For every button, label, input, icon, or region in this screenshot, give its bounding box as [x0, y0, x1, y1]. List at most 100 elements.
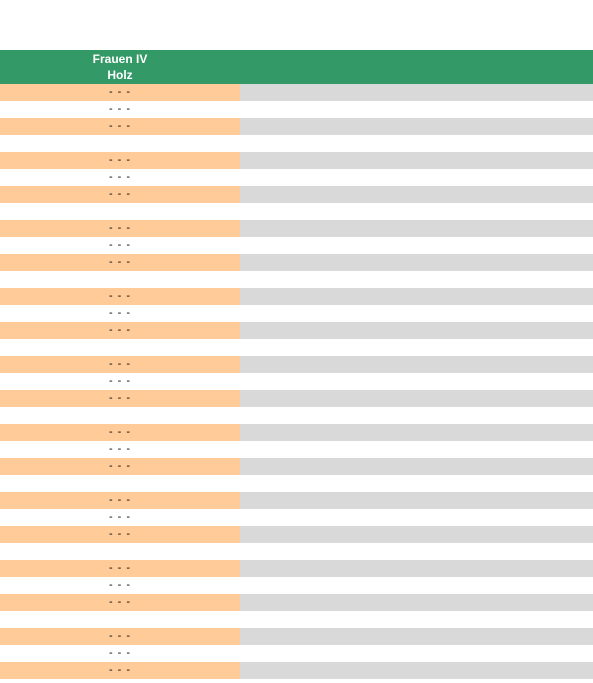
cell-value[interactable]: - - - — [0, 118, 240, 135]
cell-value[interactable]: - - - — [0, 186, 240, 203]
cell-empty[interactable] — [240, 254, 593, 271]
table-row: - - - — [0, 441, 593, 458]
cell-empty[interactable] — [240, 560, 593, 577]
table-row: - - - — [0, 186, 593, 203]
cell-value[interactable]: - - - — [0, 220, 240, 237]
table-row: - - - — [0, 594, 593, 611]
cell-empty[interactable] — [240, 288, 593, 305]
cell-value[interactable]: - - - — [0, 356, 240, 373]
table-row: - - - — [0, 254, 593, 271]
cell-value[interactable] — [0, 475, 240, 492]
cell-value[interactable]: - - - — [0, 509, 240, 526]
cell-empty[interactable] — [240, 203, 593, 220]
cell-value[interactable] — [0, 339, 240, 356]
cell-empty[interactable] — [240, 305, 593, 322]
header-cell-empty[interactable] — [240, 50, 593, 84]
cell-empty[interactable] — [240, 441, 593, 458]
cell-value[interactable]: - - - — [0, 424, 240, 441]
cell-empty[interactable] — [240, 662, 593, 679]
table-row: - - - — [0, 492, 593, 509]
cell-empty[interactable] — [240, 645, 593, 662]
table-row: - - - — [0, 288, 593, 305]
cell-empty[interactable] — [240, 390, 593, 407]
table-row: - - - — [0, 84, 593, 101]
table-row: - - - — [0, 169, 593, 186]
cell-value[interactable]: - - - — [0, 322, 240, 339]
cell-value[interactable]: - - - — [0, 169, 240, 186]
cell-empty[interactable] — [240, 543, 593, 560]
table-row: - - - — [0, 373, 593, 390]
table-row: - - - — [0, 628, 593, 645]
cell-empty[interactable] — [240, 356, 593, 373]
cell-empty[interactable] — [240, 611, 593, 628]
header-row: Frauen IV Holz — [0, 50, 593, 84]
table-row: - - - — [0, 526, 593, 543]
cell-value[interactable] — [0, 135, 240, 152]
cell-empty[interactable] — [240, 577, 593, 594]
table-row: - - - — [0, 645, 593, 662]
header-cell-title[interactable]: Frauen IV Holz — [92, 52, 148, 82]
cell-value[interactable] — [0, 203, 240, 220]
spreadsheet: Frauen IV Holz - - -- - -- - -- - -- - -… — [0, 50, 593, 679]
table-row — [0, 203, 593, 220]
cell-empty[interactable] — [240, 339, 593, 356]
cell-empty[interactable] — [240, 475, 593, 492]
cell-value[interactable] — [0, 271, 240, 288]
cell-empty[interactable] — [240, 458, 593, 475]
cell-empty[interactable] — [240, 135, 593, 152]
cell-empty[interactable] — [240, 424, 593, 441]
table-row — [0, 475, 593, 492]
cell-value[interactable]: - - - — [0, 526, 240, 543]
table-row — [0, 407, 593, 424]
cell-empty[interactable] — [240, 271, 593, 288]
table-row — [0, 339, 593, 356]
cell-empty[interactable] — [240, 628, 593, 645]
cell-empty[interactable] — [240, 84, 593, 101]
cell-empty[interactable] — [240, 322, 593, 339]
cell-empty[interactable] — [240, 237, 593, 254]
cell-value[interactable]: - - - — [0, 628, 240, 645]
cell-value[interactable]: - - - — [0, 458, 240, 475]
cell-value[interactable]: - - - — [0, 560, 240, 577]
cell-value[interactable]: - - - — [0, 390, 240, 407]
cell-value[interactable]: - - - — [0, 492, 240, 509]
cell-value[interactable]: - - - — [0, 254, 240, 271]
table-row: - - - — [0, 305, 593, 322]
cell-empty[interactable] — [240, 373, 593, 390]
cell-value[interactable]: - - - — [0, 305, 240, 322]
table-row — [0, 271, 593, 288]
table-row — [0, 135, 593, 152]
cell-value[interactable]: - - - — [0, 152, 240, 169]
table-body: - - -- - -- - -- - -- - -- - -- - -- - -… — [0, 84, 593, 679]
cell-value[interactable]: - - - — [0, 288, 240, 305]
cell-value[interactable]: - - - — [0, 441, 240, 458]
cell-empty[interactable] — [240, 169, 593, 186]
cell-value[interactable]: - - - — [0, 594, 240, 611]
cell-value[interactable]: - - - — [0, 101, 240, 118]
cell-empty[interactable] — [240, 220, 593, 237]
cell-empty[interactable] — [240, 186, 593, 203]
cell-empty[interactable] — [240, 492, 593, 509]
cell-empty[interactable] — [240, 101, 593, 118]
table-row: - - - — [0, 118, 593, 135]
cell-empty[interactable] — [240, 594, 593, 611]
cell-value[interactable] — [0, 543, 240, 560]
cell-value[interactable]: - - - — [0, 373, 240, 390]
cell-value[interactable] — [0, 611, 240, 628]
cell-empty[interactable] — [240, 152, 593, 169]
cell-empty[interactable] — [240, 118, 593, 135]
cell-value[interactable]: - - - — [0, 84, 240, 101]
cell-value[interactable]: - - - — [0, 645, 240, 662]
table-row: - - - — [0, 577, 593, 594]
cell-empty[interactable] — [240, 526, 593, 543]
cell-value[interactable] — [0, 407, 240, 424]
table-row — [0, 543, 593, 560]
table-row: - - - — [0, 662, 593, 679]
table-row: - - - — [0, 220, 593, 237]
cell-empty[interactable] — [240, 407, 593, 424]
cell-empty[interactable] — [240, 509, 593, 526]
cell-value[interactable]: - - - — [0, 237, 240, 254]
table-row: - - - — [0, 424, 593, 441]
cell-value[interactable]: - - - — [0, 577, 240, 594]
cell-value[interactable]: - - - — [0, 662, 240, 679]
